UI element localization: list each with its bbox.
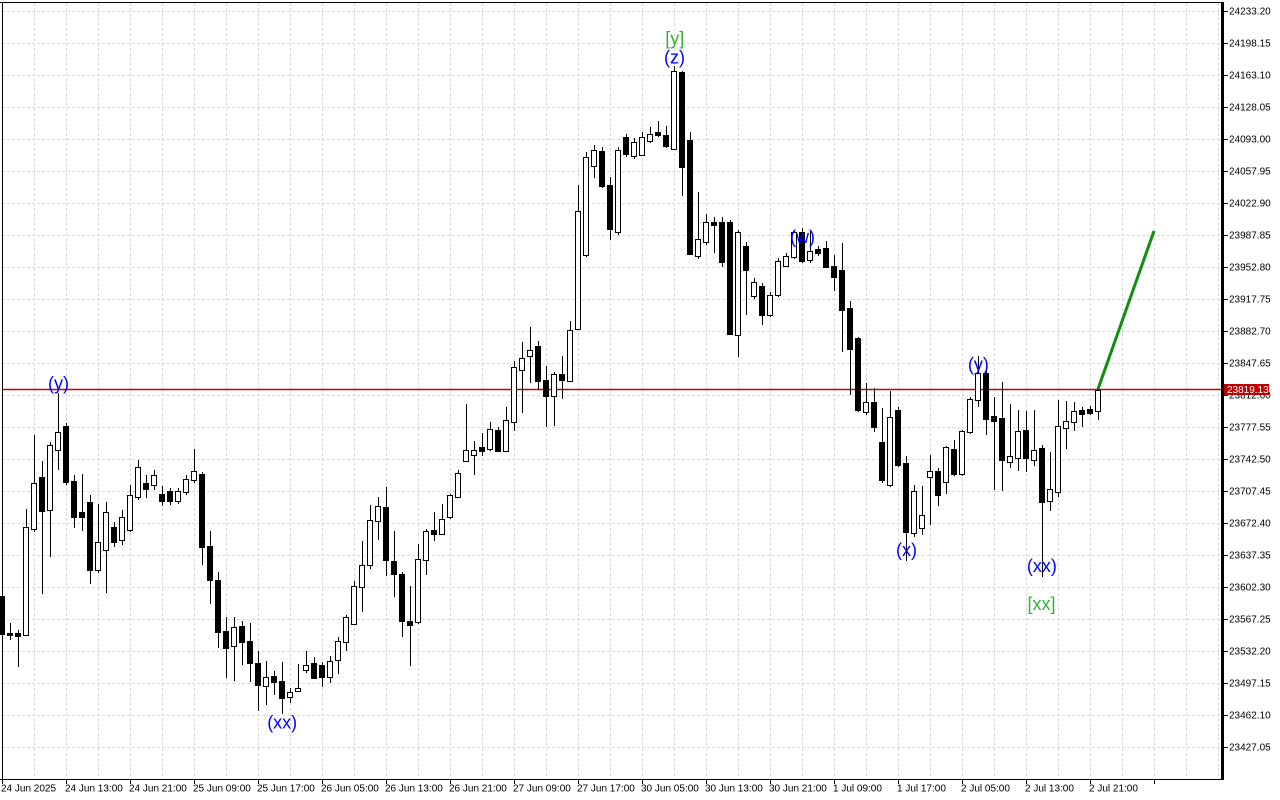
- svg-text:24128.05: 24128.05: [1229, 103, 1271, 114]
- svg-text:1 Jul 17:00: 1 Jul 17:00: [897, 784, 946, 795]
- svg-text:23819.13: 23819.13: [1227, 385, 1269, 396]
- svg-text:24 Jun 21:00: 24 Jun 21:00: [129, 784, 187, 795]
- svg-text:23882.70: 23882.70: [1229, 327, 1271, 338]
- svg-text:23847.65: 23847.65: [1229, 359, 1271, 370]
- svg-text:23707.45: 23707.45: [1229, 487, 1271, 498]
- svg-text:27 Jun 09:00: 27 Jun 09:00: [513, 784, 571, 795]
- svg-text:[y]: [y]: [665, 29, 684, 49]
- svg-text:(y): (y): [48, 374, 69, 394]
- svg-text:23777.55: 23777.55: [1229, 423, 1271, 434]
- svg-text:23952.80: 23952.80: [1229, 263, 1271, 274]
- svg-text:24057.95: 24057.95: [1229, 167, 1271, 178]
- svg-text:(xx): (xx): [267, 713, 297, 733]
- svg-text:26 Jun 05:00: 26 Jun 05:00: [321, 784, 379, 795]
- svg-text:27 Jun 17:00: 27 Jun 17:00: [577, 784, 635, 795]
- svg-text:24093.00: 24093.00: [1229, 135, 1271, 146]
- svg-text:26 Jun 13:00: 26 Jun 13:00: [385, 784, 443, 795]
- svg-text:30 Jun 21:00: 30 Jun 21:00: [769, 784, 827, 795]
- svg-text:24198.15: 24198.15: [1229, 39, 1271, 50]
- svg-text:23672.40: 23672.40: [1229, 519, 1271, 530]
- svg-text:23917.75: 23917.75: [1229, 295, 1271, 306]
- svg-text:(x): (x): [896, 540, 917, 560]
- svg-text:23532.20: 23532.20: [1229, 647, 1271, 658]
- svg-text:24 Jun 2025: 24 Jun 2025: [1, 784, 56, 795]
- svg-text:25 Jun 17:00: 25 Jun 17:00: [257, 784, 315, 795]
- svg-text:24233.20: 24233.20: [1229, 7, 1271, 18]
- svg-text:26 Jun 21:00: 26 Jun 21:00: [449, 784, 507, 795]
- svg-text:23497.15: 23497.15: [1229, 679, 1271, 690]
- svg-text:2 Jul 21:00: 2 Jul 21:00: [1089, 784, 1138, 795]
- svg-text:23637.35: 23637.35: [1229, 551, 1271, 562]
- svg-text:2 Jul 13:00: 2 Jul 13:00: [1025, 784, 1074, 795]
- svg-text:1 Jul 09:00: 1 Jul 09:00: [833, 784, 882, 795]
- svg-text:30 Jun 05:00: 30 Jun 05:00: [641, 784, 699, 795]
- svg-text:23462.10: 23462.10: [1229, 711, 1271, 722]
- svg-text:23742.50: 23742.50: [1229, 455, 1271, 466]
- svg-text:(y): (y): [968, 354, 989, 374]
- svg-text:(xx): (xx): [1027, 556, 1057, 576]
- svg-text:25 Jun 09:00: 25 Jun 09:00: [193, 784, 251, 795]
- svg-text:23812.60: 23812.60: [1229, 391, 1271, 402]
- svg-text:23427.05: 23427.05: [1229, 743, 1271, 754]
- svg-text:(z): (z): [664, 48, 685, 68]
- svg-text:[xx]: [xx]: [1027, 594, 1055, 614]
- svg-text:24163.10: 24163.10: [1229, 71, 1271, 82]
- svg-text:23567.25: 23567.25: [1229, 615, 1271, 626]
- svg-text:23602.30: 23602.30: [1229, 583, 1271, 594]
- svg-text:24022.90: 24022.90: [1229, 199, 1271, 210]
- svg-text:30 Jun 13:00: 30 Jun 13:00: [705, 784, 763, 795]
- svg-text:24 Jun 13:00: 24 Jun 13:00: [65, 784, 123, 795]
- svg-text:(w): (w): [790, 227, 815, 247]
- svg-text:23987.85: 23987.85: [1229, 231, 1271, 242]
- svg-text:2 Jul 05:00: 2 Jul 05:00: [961, 784, 1010, 795]
